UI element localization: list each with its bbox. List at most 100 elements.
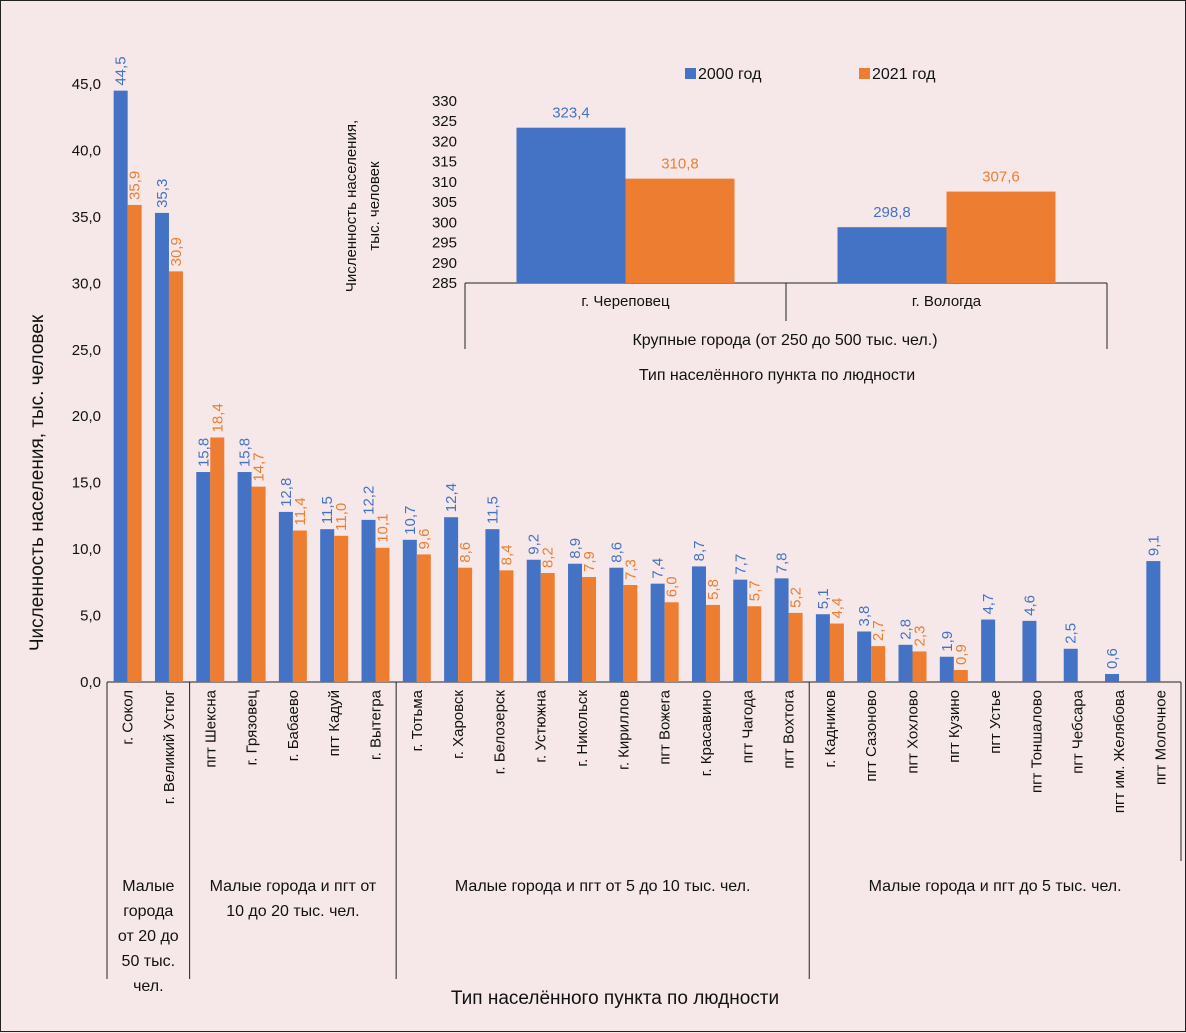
bar-2021-пгт-хохлово (912, 651, 927, 682)
data-label-2000-г-устюжна: 9,2 (526, 534, 543, 555)
inset-data-label-2021-г-вологда: 307,6 (982, 169, 1020, 186)
bar-2000-г-тотьма (402, 539, 417, 682)
bar-2021-пгт-чагода (747, 606, 762, 682)
bar-2021-пгт-вожега (664, 602, 679, 682)
category-label-г-харовск: г. Харовск (450, 690, 467, 759)
bar-2000-г-кадников (815, 614, 830, 682)
bar-2000-пгт-устье (981, 619, 996, 682)
group-label-1-line-5: чел. (133, 978, 163, 995)
legend-label-2000: 2000 год (698, 66, 762, 83)
data-label-2021-г-вытегра: 10,1 (375, 514, 392, 543)
data-label-2000-пгт-кузино: 1,9 (939, 631, 956, 652)
main-y-tick-label: 25,0 (72, 342, 101, 359)
bar-2000-г-белозерск (485, 529, 500, 682)
category-label-пгт-устье: пгт Устье (987, 690, 1004, 754)
category-label-г-великий-устюг: г. Великий Устюг (161, 689, 178, 804)
inset-y-tick-label: 290 (432, 255, 457, 272)
data-label-2021-г-бабаево: 11,4 (292, 497, 309, 525)
category-label-г-белозерск: г. Белозерск (491, 690, 508, 775)
category-label-г-вытегра: г. Вытегра (368, 689, 385, 760)
bar-2021-пгт-сазоново (871, 646, 886, 682)
bar-2000-г-красавино (691, 566, 706, 682)
main-bars (113, 90, 1161, 682)
main-y-tick-label: 10,0 (72, 541, 101, 558)
category-label-г-тотьма: г. Тотьма (409, 689, 426, 751)
inset-data-label-2000-г-череповец: 323,4 (552, 105, 590, 122)
bar-2021-г-великий-устюг (168, 271, 183, 682)
data-label-2000-пгт-чебсара: 2,5 (1063, 623, 1080, 644)
data-label-2000-г-тотьма: 10,7 (402, 506, 419, 535)
inset-bar-2000-г-вологда (837, 227, 947, 283)
bar-2021-г-бабаево (292, 530, 307, 682)
bar-2021-г-грязовец (251, 486, 266, 682)
inset-data-label-2021-г-череповец: 310,8 (661, 156, 699, 173)
data-label-2000-г-сокол: 44,5 (113, 56, 130, 85)
category-label-пгт-чебсара: пгт Чебсара (1070, 689, 1087, 773)
inset-data-labels: 323,4 310,8 298,8 307,6 (552, 105, 1020, 221)
inset-category-labels: г. Череповец г. Вологда (581, 293, 981, 310)
inset-y-tick-label: 320 (432, 133, 457, 150)
bar-2021-г-кириллов (623, 584, 638, 682)
main-y-tick-label: 15,0 (72, 475, 101, 492)
bar-2000-пгт-хохлово (898, 644, 913, 682)
bar-2000-пгт-им-желябова (1105, 674, 1120, 682)
inset-category-label-г-череповец: г. Череповец (581, 293, 670, 310)
inset-bars (516, 127, 1056, 284)
bar-2021-г-никольск (582, 577, 597, 682)
inset-y-tick-label: 300 (432, 214, 457, 231)
category-label-г-бабаево: г. Бабаево (285, 690, 302, 761)
category-label-г-грязовец: г. Грязовец (244, 690, 261, 766)
inset-y-tick-label: 310 (432, 174, 457, 191)
bar-2021-г-харовск (458, 567, 473, 682)
group-label-2-line-1: Малые города и пгт от (210, 878, 377, 895)
group-label-4-line-1: Малые города и пгт до 5 тыс. чел. (869, 878, 1122, 895)
data-label-2000-пгт-кадуй: 11,5 (319, 496, 336, 524)
bar-2000-г-великий-устюг (154, 212, 169, 682)
data-label-2021-пгт-чагода: 5,7 (746, 580, 763, 601)
data-label-2021-г-кириллов: 7,3 (622, 559, 639, 580)
inset-y-ticks: 285 290 295 300 305 310 315 320 325 330 (432, 93, 457, 292)
legend: 2000 год 2021 год (685, 66, 936, 83)
inset-bar-2021-г-вологда (946, 191, 1056, 283)
category-label-пгт-молочное: пгт Молочное (1152, 690, 1169, 785)
category-label-пгт-сазоново: пгт Сазоново (863, 690, 880, 782)
category-label-пгт-им-желябова: пгт им. Желябова (1111, 689, 1128, 813)
data-label-2021-г-кадников: 4,4 (829, 598, 846, 619)
category-label-пгт-вожега: пгт Вожега (657, 689, 674, 764)
data-label-2021-г-сокол: 35,9 (127, 171, 144, 200)
data-label-2021-г-белозерск: 8,4 (498, 545, 515, 566)
bar-2000-г-никольск (568, 563, 583, 682)
data-label-2021-г-грязовец: 14,7 (251, 452, 268, 481)
data-label-2021-пгт-шексна: 18,4 (209, 403, 226, 432)
bar-2000-г-грязовец (237, 472, 252, 682)
legend-label-2021: 2021 год (872, 66, 936, 83)
data-label-2000-пгт-шексна: 15,8 (195, 438, 212, 467)
data-label-2000-пгт-устье: 4,7 (980, 594, 997, 615)
legend-swatch-2000 (685, 68, 696, 79)
data-label-2000-г-кириллов: 8,6 (608, 542, 625, 563)
main-axis-lines (106, 681, 1182, 979)
data-label-2000-пгт-вохтога: 7,8 (774, 552, 791, 573)
data-label-2000-г-белозерск: 11,5 (484, 496, 501, 524)
data-label-2000-г-вытегра: 12,2 (361, 486, 378, 515)
data-label-2000-пгт-сазоново: 3,8 (856, 606, 873, 627)
data-label-2000-пгт-вожега: 7,4 (650, 558, 667, 579)
group-label-1-line-1: Малые (122, 878, 174, 895)
bar-2000-г-кириллов (609, 567, 624, 682)
data-label-2000-г-харовск: 12,4 (443, 483, 460, 512)
bar-2000-г-харовск (444, 517, 459, 682)
inset-y-tick-label: 285 (432, 275, 457, 292)
bar-2021-г-сокол (127, 204, 142, 682)
bar-2000-пгт-шексна (196, 472, 211, 682)
main-y-tick-label: 20,0 (72, 408, 101, 425)
main-y-tick-label: 45,0 (72, 76, 101, 93)
category-label-г-сокол: г. Сокол (120, 690, 137, 745)
inset-category-label-г-вологда: г. Вологда (912, 293, 982, 310)
category-label-г-устюжна: г. Устюжна (533, 689, 550, 762)
bar-2000-г-сокол (113, 90, 128, 682)
main-x-axis-title: Тип населённого пункта по людности (451, 988, 779, 1009)
inset-bar-2000-г-череповец (516, 127, 626, 284)
bar-2000-г-устюжна (526, 559, 541, 682)
data-label-2021-г-устюжна: 8,2 (540, 547, 557, 568)
